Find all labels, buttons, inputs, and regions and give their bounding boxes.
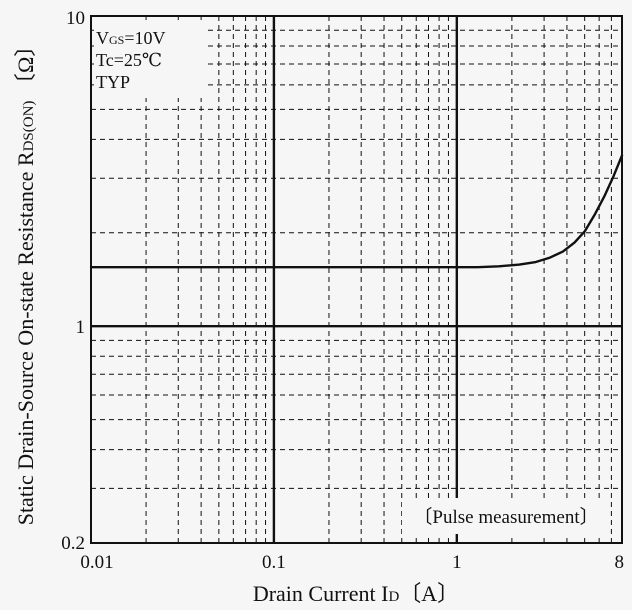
y-axis-label-main: Static Drain-Source On-state Resistance …: [13, 151, 38, 525]
y-tick-label: 10: [66, 8, 85, 29]
x-axis-label-main: Drain Current I: [253, 581, 389, 606]
condition-vgs-main: V: [96, 28, 109, 48]
x-axis-label-sub: D: [388, 589, 399, 605]
x-tick-label: 8: [615, 552, 625, 573]
tick-labels: 0.01 0.1 1 8 10 1 0.2: [61, 8, 624, 573]
plot-frame: [90, 15, 623, 544]
y-tick-label: 0.2: [61, 533, 85, 554]
condition-vgs-sub: GS: [109, 33, 124, 47]
annotation-background: [402, 498, 610, 534]
condition-temperature: Tc=25℃: [96, 50, 162, 70]
pulse-measurement-annotation: 〔Pulse measurement〕: [413, 506, 598, 528]
x-axis-label: Drain Current ID〔A〕: [253, 581, 459, 606]
y-tick-label: 1: [76, 317, 86, 338]
condition-vgs-rest: =10V: [124, 28, 165, 48]
x-axis-label-unit: 〔A〕: [399, 581, 459, 606]
series-line-0: [89, 154, 624, 269]
y-axis-label: Static Drain-Source On-state Resistance …: [13, 35, 38, 526]
condition-typ: TYP: [96, 72, 130, 92]
grid-lines: [91, 16, 622, 543]
x-tick-label: 1: [452, 552, 462, 573]
condition-vgs: VGS=10V: [96, 28, 166, 48]
conditions-background: [94, 20, 206, 98]
y-axis-label-sub: DS(ON): [21, 101, 37, 152]
series-group: [89, 154, 624, 269]
x-tick-label: 0.1: [262, 552, 286, 573]
x-tick-label: 0.01: [80, 552, 113, 573]
y-axis-label-unit: 〔Ω〕: [13, 35, 38, 101]
